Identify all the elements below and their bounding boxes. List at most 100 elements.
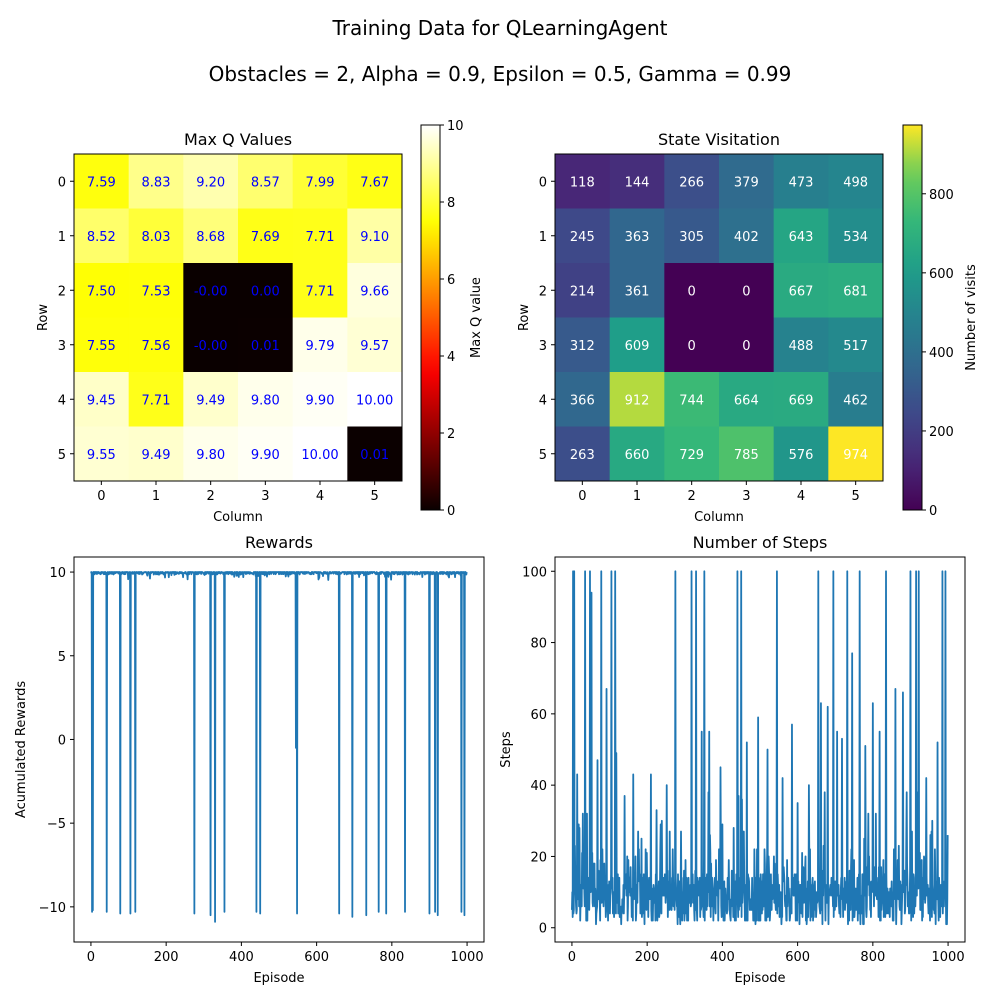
heatmap-cell-label: 473 xyxy=(789,175,814,190)
heatmap-cell xyxy=(347,154,403,209)
y-tick-label: 40 xyxy=(530,779,547,794)
colorbar-label: Number of visits xyxy=(964,264,979,371)
heatmap-cell xyxy=(609,317,665,373)
heatmap-cell-label: 8.03 xyxy=(142,230,171,245)
colorbar-tick-label: 0 xyxy=(447,504,455,519)
heatmap-cell-label: 681 xyxy=(843,284,868,299)
y-tick-label: 0 xyxy=(539,175,547,190)
heatmap-cell xyxy=(719,372,775,427)
heatmap-cell xyxy=(773,263,829,318)
colorbar-tick-label: 200 xyxy=(929,425,954,440)
heatmap-cell-label: 363 xyxy=(625,230,650,245)
heatmap-cell-label: 312 xyxy=(570,339,595,354)
y-tick-label: −10 xyxy=(39,901,66,916)
heatmap-cell xyxy=(609,426,665,482)
y-tick-label: 100 xyxy=(522,565,547,580)
colorbar: 0 200 400 600 800 Number of visits xyxy=(902,124,979,519)
heatmap-cell xyxy=(773,317,829,373)
heatmap-cell-label: 366 xyxy=(570,393,595,408)
heatmap-cell xyxy=(555,263,611,318)
heatmap-cell-label: 10.00 xyxy=(301,448,338,463)
x-tick-label: 1 xyxy=(633,489,641,504)
heatmap-cell-label: 214 xyxy=(570,284,595,299)
heatmap-cell-label: 9.57 xyxy=(360,339,389,354)
heatmap-cell xyxy=(609,263,665,318)
heatmap-cell-label: 785 xyxy=(734,448,759,463)
heatmap-cell-label: 7.50 xyxy=(87,284,116,299)
x-tick-label: 0 xyxy=(97,489,105,504)
heatmap-cell xyxy=(74,263,130,318)
heatmap-cell xyxy=(183,154,239,209)
heatmap-cell-label: 7.69 xyxy=(251,230,280,245)
heatmap-title: State Visitation xyxy=(658,130,780,149)
colorbar-tick-label: 0 xyxy=(929,504,937,519)
series-line xyxy=(90,571,468,923)
x-tick-label: 4 xyxy=(797,489,805,504)
heatmap-cell-label: 144 xyxy=(625,175,650,190)
heatmap-cell xyxy=(773,372,829,427)
heatmap-cell xyxy=(238,263,294,318)
x-tick-label: 1 xyxy=(152,489,160,504)
heatmap-cell xyxy=(292,208,348,264)
y-tick-label: 2 xyxy=(539,284,547,299)
heatmap-cell xyxy=(128,263,184,318)
x-axis-label: Column xyxy=(213,510,263,525)
x-tick-label: 600 xyxy=(785,950,810,965)
heatmap-cell-label: 7.67 xyxy=(360,175,389,190)
x-tick-label: 3 xyxy=(742,489,750,504)
heatmap-cell xyxy=(183,317,239,373)
heatmap-cell xyxy=(238,426,294,482)
x-tick-label: 400 xyxy=(229,950,254,965)
heatmap-cell-label: 118 xyxy=(570,175,595,190)
heatmap-cell xyxy=(183,372,239,427)
heatmap-cell-label: 7.99 xyxy=(306,175,335,190)
heatmap-cell xyxy=(664,154,720,209)
heatmap-cell xyxy=(664,426,720,482)
heatmap-cell xyxy=(128,372,184,427)
heatmap-cell xyxy=(555,317,611,373)
heatmap-cell xyxy=(609,372,665,427)
heatmap-cell-label: 498 xyxy=(843,175,868,190)
heatmap-cell-label: 402 xyxy=(734,230,759,245)
heatmap-cell xyxy=(347,426,403,482)
y-tick-label: 5 xyxy=(58,650,66,665)
heatmap-cell-label: 9.90 xyxy=(306,393,335,408)
colorbar-tick-label: 2 xyxy=(447,427,455,442)
heatmap-cell xyxy=(664,208,720,264)
x-tick-label: 4 xyxy=(316,489,324,504)
heatmap-cell-label: 9.49 xyxy=(196,393,225,408)
heatmap-cell-label: 7.71 xyxy=(306,284,335,299)
heatmap-cell xyxy=(828,263,884,318)
heatmap-cell-label: 361 xyxy=(625,284,650,299)
colorbar-bar xyxy=(420,124,441,511)
heatmap-cell xyxy=(828,208,884,264)
heatmap-cell xyxy=(719,263,775,318)
heatmap-cell xyxy=(773,208,829,264)
heatmap-cell-label: 7.53 xyxy=(142,284,171,299)
colorbar-tick-label: 10 xyxy=(447,119,464,134)
heatmap-cell xyxy=(609,208,665,264)
y-tick-label: 5 xyxy=(539,448,547,463)
heatmap-cell xyxy=(292,317,348,373)
heatmap-cell xyxy=(555,372,611,427)
colorbar-bar xyxy=(902,124,923,511)
heatmap-cell xyxy=(238,317,294,373)
heatmap-cell-label: 9.55 xyxy=(87,448,116,463)
figure-subtitle: Obstacles = 2, Alpha = 0.9, Epsilon = 0.… xyxy=(208,62,792,86)
heatmap-cell-label: 669 xyxy=(789,393,814,408)
x-tick-label: 0 xyxy=(87,950,95,965)
y-tick-label: 4 xyxy=(58,393,66,408)
heatmap-cell-label: 9.79 xyxy=(306,339,335,354)
heatmap-cell-label: 7.59 xyxy=(87,175,116,190)
heatmap-cell-label: 0 xyxy=(688,284,696,299)
heatmap-cell-label: 263 xyxy=(570,448,595,463)
heatmap-cell xyxy=(183,426,239,482)
heatmap-cell xyxy=(773,426,829,482)
y-axis-label: Row xyxy=(517,304,532,331)
heatmap-cell xyxy=(664,317,720,373)
heatmap-cell xyxy=(347,317,403,373)
heatmap-cell xyxy=(719,317,775,373)
heatmap-cell xyxy=(128,317,184,373)
x-tick-label: 800 xyxy=(379,950,404,965)
